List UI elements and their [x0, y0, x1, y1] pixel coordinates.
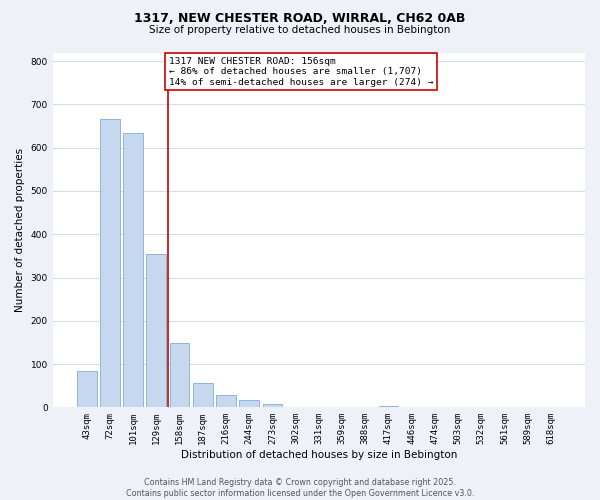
Text: Contains HM Land Registry data © Crown copyright and database right 2025.
Contai: Contains HM Land Registry data © Crown c…	[126, 478, 474, 498]
Bar	[146, 254, 166, 408]
Bar	[123, 132, 143, 407]
Bar	[77, 372, 97, 408]
Text: 1317 NEW CHESTER ROAD: 156sqm
← 86% of detached houses are smaller (1,707)
14% o: 1317 NEW CHESTER ROAD: 156sqm ← 86% of d…	[169, 57, 434, 86]
Text: 1317, NEW CHESTER ROAD, WIRRAL, CH62 0AB: 1317, NEW CHESTER ROAD, WIRRAL, CH62 0AB	[134, 12, 466, 26]
X-axis label: Distribution of detached houses by size in Bebington: Distribution of detached houses by size …	[181, 450, 457, 460]
Bar	[170, 344, 190, 407]
Bar	[379, 406, 398, 407]
Bar	[216, 395, 236, 407]
Text: Size of property relative to detached houses in Bebington: Size of property relative to detached ho…	[149, 25, 451, 35]
Bar	[193, 382, 212, 407]
Y-axis label: Number of detached properties: Number of detached properties	[15, 148, 25, 312]
Bar	[263, 404, 282, 407]
Bar	[100, 118, 120, 408]
Bar	[239, 400, 259, 407]
